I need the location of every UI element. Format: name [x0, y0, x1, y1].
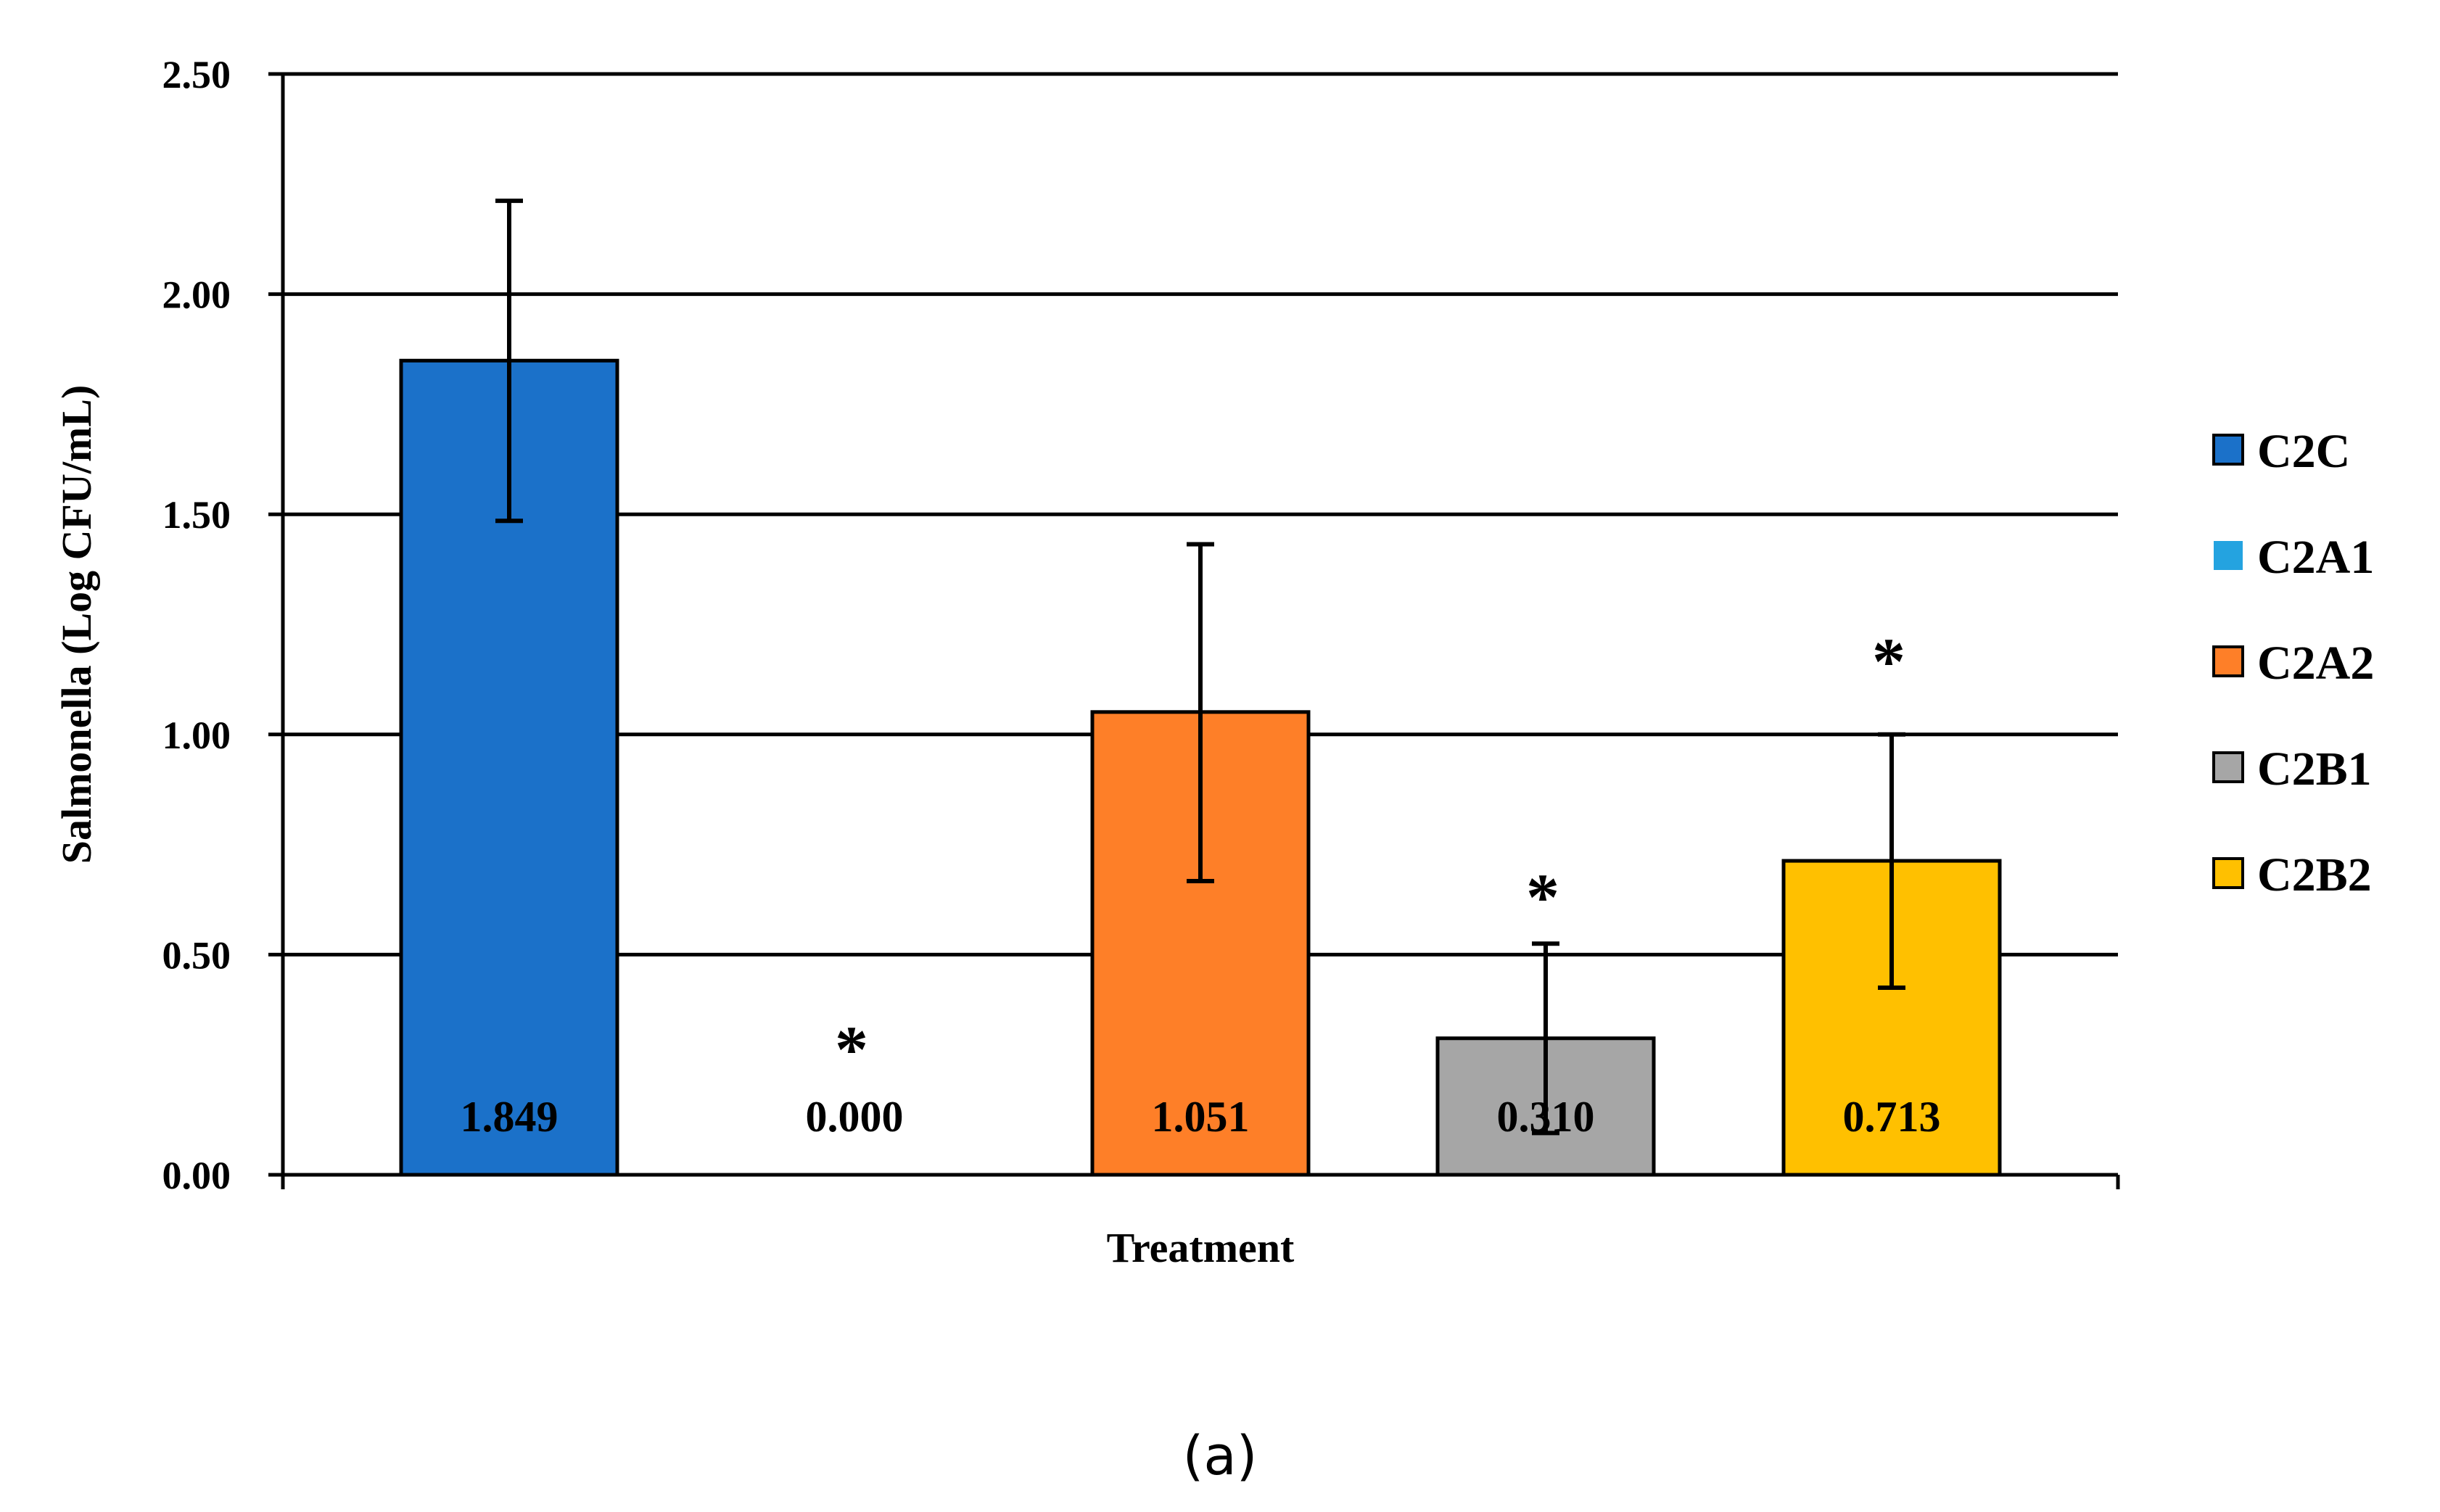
legend-swatch	[2214, 541, 2243, 570]
y-tick-label: 2.50	[162, 53, 231, 96]
legend-item-c2a2: C2A2	[2212, 637, 2374, 690]
data-label-c2a2: 1.051	[1152, 1093, 1250, 1141]
error-bars	[495, 198, 1905, 1136]
legend-swatch	[2212, 857, 2244, 889]
x-axis-title: Treatment	[1107, 1224, 1295, 1271]
y-tick-labels: 0.00 0.50 1.00 1.50 2.00 2.50	[162, 53, 231, 1197]
axes	[268, 72, 2120, 1189]
significance-star-c2b1: *	[1526, 860, 1559, 934]
legend-label: C2A2	[2257, 637, 2374, 690]
y-tick-label: 2.00	[162, 273, 231, 317]
legend-label: C2B1	[2257, 743, 2372, 796]
data-label-c2b2: 0.713	[1843, 1093, 1941, 1141]
legend: C2C C2A1 C2A2 C2B1 C2B2	[2212, 425, 2374, 901]
figure-caption: (a)	[1182, 1425, 1258, 1487]
legend-item-c2c: C2C	[2212, 425, 2350, 478]
legend-swatch	[2212, 751, 2244, 783]
y-tick-label: 1.00	[162, 714, 231, 757]
error-bar-c2b1	[1532, 941, 1559, 1136]
y-axis-title: Salmonella (Log CFU/mL)	[53, 385, 100, 864]
data-label-c2a1: 0.000	[806, 1093, 904, 1141]
legend-label: C2B2	[2257, 848, 2372, 901]
legend-item-c2b2: C2B2	[2212, 848, 2372, 901]
error-bar-c2c	[495, 198, 523, 524]
data-label-c2b1: 0.310	[1497, 1093, 1595, 1141]
y-tick-label: 1.50	[162, 493, 231, 537]
legend-label: C2C	[2257, 425, 2350, 478]
legend-swatch	[2212, 645, 2244, 677]
y-tick-label: 0.50	[162, 933, 231, 977]
error-bar-c2b2	[1878, 732, 1905, 990]
data-labels: 1.849 0.000 * 1.051 0.310 * 0.713 *	[461, 624, 1941, 1141]
legend-item-c2a1: C2A1	[2214, 531, 2374, 584]
data-label-c2c: 1.849	[461, 1093, 559, 1141]
legend-item-c2b1: C2B1	[2212, 743, 2372, 796]
y-tick-label: 0.00	[162, 1154, 231, 1197]
legend-swatch	[2212, 434, 2244, 466]
legend-label: C2A1	[2257, 531, 2374, 584]
significance-star-c2a1: *	[835, 1012, 868, 1086]
significance-star-c2b2: *	[1872, 624, 1905, 698]
error-bar-c2a2	[1187, 542, 1214, 883]
